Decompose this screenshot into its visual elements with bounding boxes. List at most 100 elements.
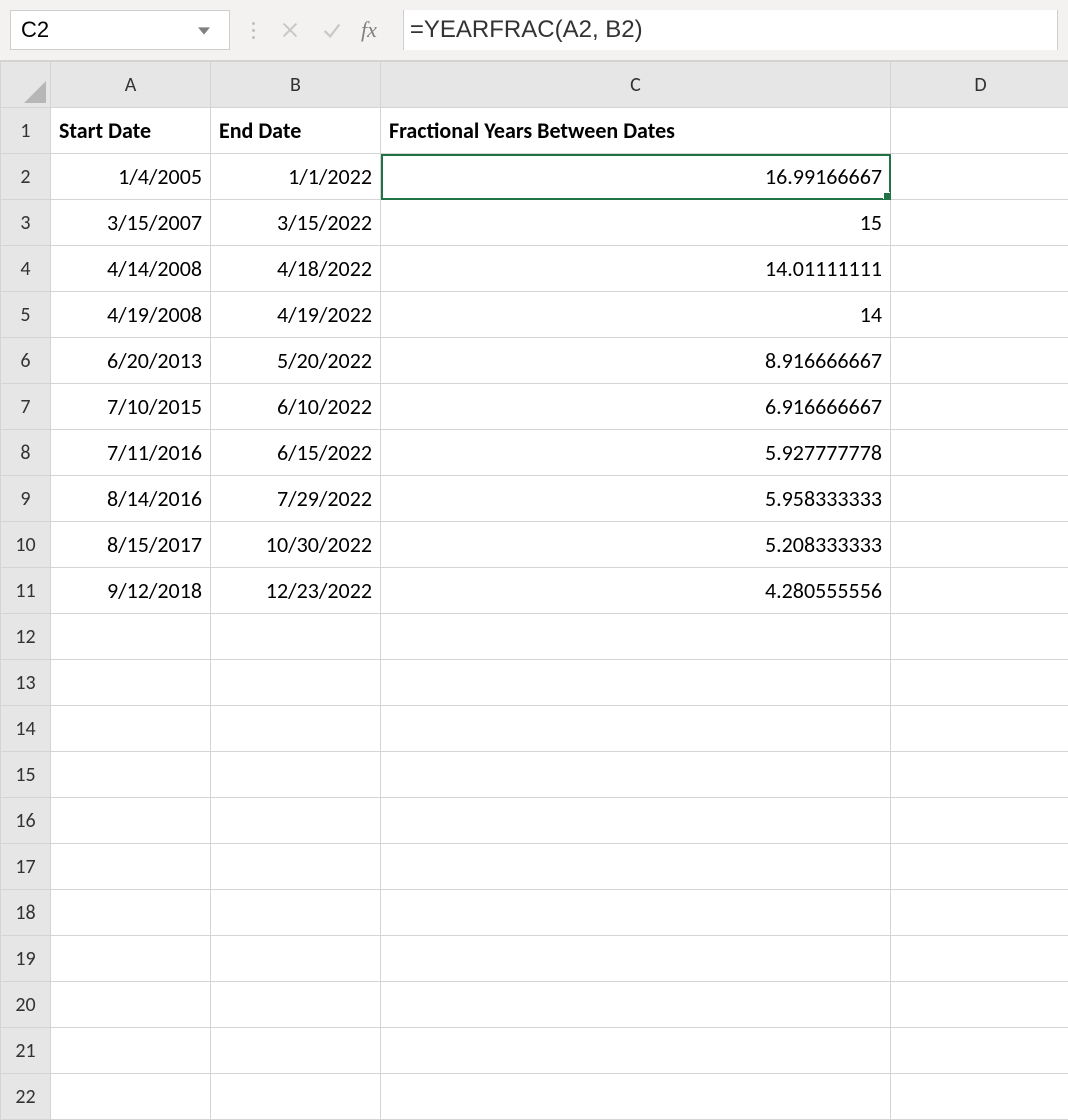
cell-B4[interactable]: 4/18/2022 [211,246,381,292]
cell-D20[interactable] [891,982,1068,1028]
cell-B16[interactable] [211,798,381,844]
cell-D9[interactable] [891,476,1068,522]
cell-A7[interactable]: 7/10/2015 [51,384,211,430]
row-header-22[interactable]: 22 [1,1074,51,1120]
row-header-6[interactable]: 6 [1,338,51,384]
cell-A5[interactable]: 4/19/2008 [51,292,211,338]
cell-A22[interactable] [51,1074,211,1120]
cell-A18[interactable] [51,890,211,936]
col-header-A[interactable]: A [51,62,211,108]
cell-D12[interactable] [891,614,1068,660]
row-header-20[interactable]: 20 [1,982,51,1028]
cell-C19[interactable] [381,936,891,982]
cell-A2[interactable]: 1/4/2005 [51,154,211,200]
cell-A11[interactable]: 9/12/2018 [51,568,211,614]
cell-A13[interactable] [51,660,211,706]
cell-C8[interactable]: 5.927777778 [381,430,891,476]
cell-D18[interactable] [891,890,1068,936]
cell-A1[interactable]: Start Date [51,108,211,154]
cell-B1[interactable]: End Date [211,108,381,154]
cell-A9[interactable]: 8/14/2016 [51,476,211,522]
row-header-15[interactable]: 15 [1,752,51,798]
cell-D13[interactable] [891,660,1068,706]
cell-A3[interactable]: 3/15/2007 [51,200,211,246]
row-header-3[interactable]: 3 [1,200,51,246]
name-box-resizer[interactable] [252,22,255,39]
cell-D22[interactable] [891,1074,1068,1120]
row-header-12[interactable]: 12 [1,614,51,660]
cell-D10[interactable] [891,522,1068,568]
cell-D1[interactable] [891,108,1068,154]
cell-B19[interactable] [211,936,381,982]
cell-B2[interactable]: 1/1/2022 [211,154,381,200]
row-header-11[interactable]: 11 [1,568,51,614]
cell-C2[interactable]: 16.99166667 [381,154,891,200]
cell-B9[interactable]: 7/29/2022 [211,476,381,522]
cell-D11[interactable] [891,568,1068,614]
cell-C11[interactable]: 4.280555556 [381,568,891,614]
row-header-21[interactable]: 21 [1,1028,51,1074]
cell-C3[interactable]: 15 [381,200,891,246]
row-header-13[interactable]: 13 [1,660,51,706]
cell-A16[interactable] [51,798,211,844]
cell-C13[interactable] [381,660,891,706]
cell-C16[interactable] [381,798,891,844]
formula-input[interactable] [404,10,1057,50]
cell-D7[interactable] [891,384,1068,430]
cell-A21[interactable] [51,1028,211,1074]
cell-B10[interactable]: 10/30/2022 [211,522,381,568]
name-box-input[interactable] [11,17,191,43]
cell-D3[interactable] [891,200,1068,246]
cell-B22[interactable] [211,1074,381,1120]
cell-A20[interactable] [51,982,211,1028]
row-header-2[interactable]: 2 [1,154,51,200]
spreadsheet-grid[interactable]: A B C D 1Start DateEnd DateFractional Ye… [0,61,1068,1120]
cell-D14[interactable] [891,706,1068,752]
cell-B3[interactable]: 3/15/2022 [211,200,381,246]
formula-input-wrap[interactable] [403,10,1058,50]
row-header-7[interactable]: 7 [1,384,51,430]
row-header-14[interactable]: 14 [1,706,51,752]
cell-A4[interactable]: 4/14/2008 [51,246,211,292]
row-header-16[interactable]: 16 [1,798,51,844]
cell-B6[interactable]: 5/20/2022 [211,338,381,384]
cell-C18[interactable] [381,890,891,936]
cell-B18[interactable] [211,890,381,936]
cell-D6[interactable] [891,338,1068,384]
cell-B12[interactable] [211,614,381,660]
select-all-corner[interactable] [1,62,51,108]
name-box-dropdown[interactable] [191,22,217,39]
cell-D21[interactable] [891,1028,1068,1074]
row-header-4[interactable]: 4 [1,246,51,292]
cell-A15[interactable] [51,752,211,798]
cell-C9[interactable]: 5.958333333 [381,476,891,522]
cell-A14[interactable] [51,706,211,752]
cell-D17[interactable] [891,844,1068,890]
cell-A19[interactable] [51,936,211,982]
cell-B17[interactable] [211,844,381,890]
name-box[interactable] [10,10,230,50]
cell-A12[interactable] [51,614,211,660]
cell-C21[interactable] [381,1028,891,1074]
cell-B21[interactable] [211,1028,381,1074]
cell-C1[interactable]: Fractional Years Between Dates [381,108,891,154]
col-header-D[interactable]: D [891,62,1068,108]
cell-B13[interactable] [211,660,381,706]
cell-D16[interactable] [891,798,1068,844]
insert-function-button[interactable]: fx [361,17,377,43]
cell-C4[interactable]: 14.01111111 [381,246,891,292]
row-header-1[interactable]: 1 [1,108,51,154]
cell-D19[interactable] [891,936,1068,982]
cell-B5[interactable]: 4/19/2022 [211,292,381,338]
row-header-9[interactable]: 9 [1,476,51,522]
col-header-C[interactable]: C [381,62,891,108]
cell-B15[interactable] [211,752,381,798]
cell-C17[interactable] [381,844,891,890]
cell-D4[interactable] [891,246,1068,292]
row-header-17[interactable]: 17 [1,844,51,890]
cell-D2[interactable] [891,154,1068,200]
cell-A8[interactable]: 7/11/2016 [51,430,211,476]
row-header-8[interactable]: 8 [1,430,51,476]
cell-A17[interactable] [51,844,211,890]
cell-C10[interactable]: 5.208333333 [381,522,891,568]
